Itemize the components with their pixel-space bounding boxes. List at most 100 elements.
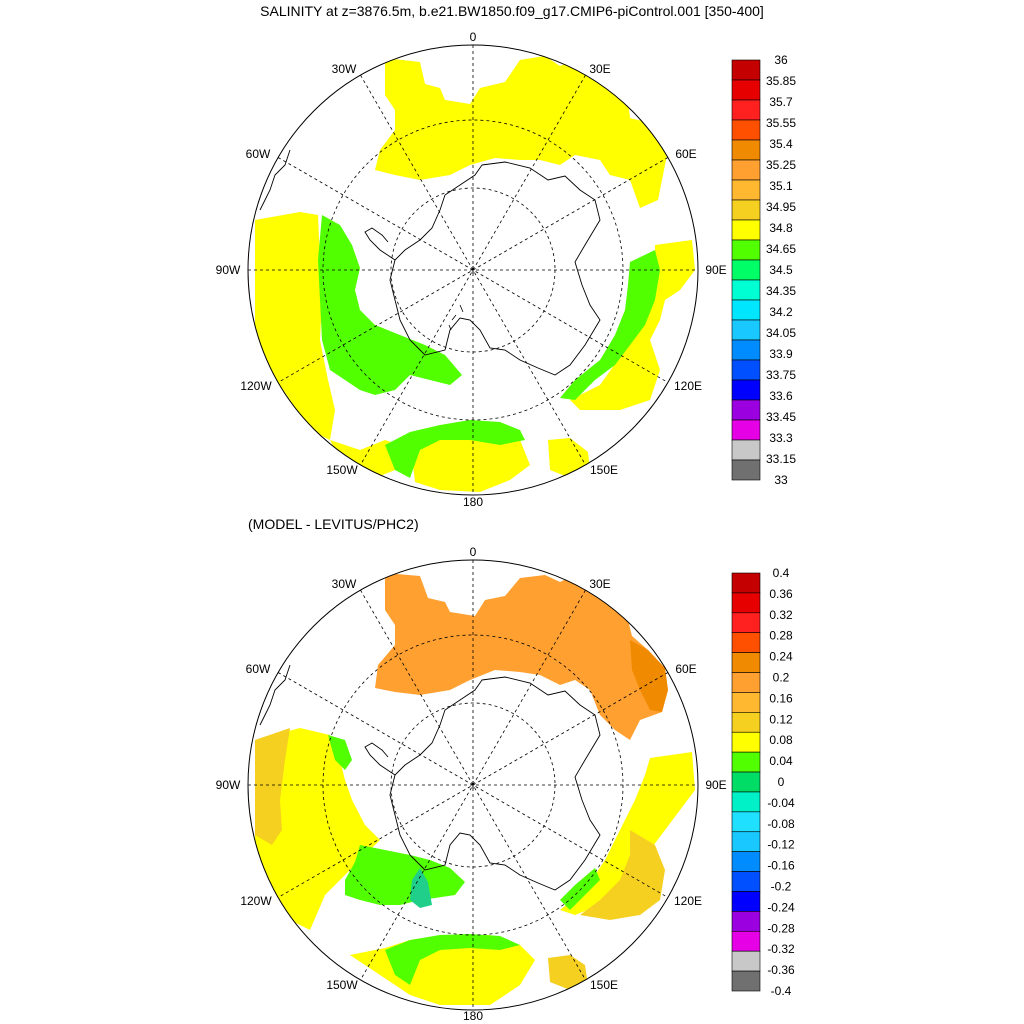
- colorbar-swatch: [731, 119, 761, 141]
- lon-label: 30W: [332, 62, 357, 76]
- lon-label: 0: [470, 545, 477, 559]
- colorbar-label: 33.3: [769, 431, 793, 445]
- difference-colorbar: 0.4 0.36 0.32 0.28 0.24 0.2 0.16 0.12 0.08 0.04 0 -…: [731, 566, 795, 998]
- colorbar-label: 34.65: [766, 242, 796, 256]
- colorbar-swatch: [731, 652, 761, 673]
- colorbar-swatch: [731, 139, 761, 161]
- lon-label: 120W: [240, 379, 272, 393]
- colorbar-label: 0.4: [773, 566, 790, 580]
- colorbar-label: 34.8: [769, 221, 793, 235]
- colorbar-label: 34.2: [769, 305, 793, 319]
- antarctic-peninsula: [364, 227, 396, 261]
- region-orange-southeast: [548, 955, 588, 990]
- colorbar-swatch: [731, 339, 761, 361]
- colorbar-swatch: [731, 712, 761, 733]
- colorbar-label: 0.32: [769, 608, 793, 622]
- colorbar-swatch: [731, 239, 761, 261]
- difference-map-panel: (MODEL - LEVITUS/PHC2): [216, 516, 795, 1023]
- colorbar-label: -0.28: [767, 921, 795, 935]
- region-yellow-east: [570, 240, 695, 410]
- colorbar-label: 35.7: [769, 95, 793, 109]
- colorbar-label: -0.36: [767, 963, 795, 977]
- lon-label: 60E: [675, 662, 696, 676]
- lon-label: 120E: [674, 894, 702, 908]
- lon-label: 180: [463, 1009, 483, 1023]
- colorbar-swatch: [731, 59, 761, 81]
- region-green-west: [318, 215, 462, 395]
- colorbar-swatch: [731, 930, 761, 952]
- salinity-map-panel: SALINITY at z=3876.5m, b.e21.BW1850.f09_…: [216, 3, 797, 509]
- colorbar-swatch: [731, 891, 761, 912]
- region-yellow-east: [560, 752, 695, 915]
- region-yellow-west: [255, 728, 380, 930]
- colorbar-label: -0.16: [767, 859, 795, 873]
- colorbar-label: 33.75: [766, 368, 796, 382]
- colorbar-label: 34.5: [769, 263, 793, 277]
- lon-label: 90W: [216, 778, 241, 792]
- region-yellow-south: [410, 432, 530, 492]
- lon-label: 30E: [589, 577, 610, 591]
- colorbar-swatch: [731, 811, 761, 833]
- colorbar-swatch: [731, 731, 761, 753]
- colorbar-swatch: [731, 299, 761, 321]
- colorbar-label: 33.45: [766, 410, 796, 424]
- region-yellow-west: [255, 212, 335, 440]
- colorbar-swatch: [731, 419, 761, 441]
- region-green-south: [385, 420, 525, 478]
- colorbar-label: -0.12: [767, 838, 795, 852]
- colorbar-swatch: [731, 672, 761, 693]
- colorbar-swatch: [731, 572, 761, 594]
- colorbar-swatch: [731, 851, 761, 872]
- colorbar-swatch: [731, 970, 761, 992]
- salinity-panel-title: SALINITY at z=3876.5m, b.e21.BW1850.f09_…: [260, 3, 764, 19]
- colorbar-label: 33.6: [769, 389, 793, 403]
- colorbar-label: 0.08: [769, 733, 793, 747]
- lon-label: 150W: [326, 978, 358, 992]
- colorbar-swatch: [731, 179, 761, 201]
- colorbar-swatch: [731, 911, 761, 932]
- colorbar-swatch: [731, 99, 761, 121]
- lon-label: 30W: [332, 577, 357, 591]
- colorbar-label: 35.1: [769, 179, 793, 193]
- colorbar-label: 0.04: [769, 754, 793, 768]
- colorbar-swatch: [731, 259, 761, 281]
- colorbar-label: 0.28: [769, 629, 793, 643]
- colorbar-label: 33: [774, 473, 788, 487]
- colorbar-swatch: [731, 831, 761, 852]
- lon-label: 60W: [246, 147, 271, 161]
- colorbar-label: 35.55: [766, 116, 796, 130]
- lon-label: 120E: [674, 379, 702, 393]
- colorbar-label: 35.25: [766, 158, 796, 172]
- antarctica-coastline: [389, 161, 601, 376]
- lon-label: 0: [470, 30, 477, 44]
- colorbar-label: 0.24: [769, 650, 793, 664]
- colorbar-swatch: [731, 159, 761, 181]
- colorbar-label: 34.95: [766, 200, 796, 214]
- colorbar-swatch: [731, 871, 761, 892]
- colorbar-swatch: [731, 399, 761, 421]
- colorbar-label: 33.9: [769, 347, 793, 361]
- colorbar-label: 0.12: [769, 712, 793, 726]
- colorbar-label: 36: [774, 53, 788, 67]
- colorbar-swatch: [731, 439, 761, 461]
- south-america-tip: [259, 664, 291, 726]
- region-yellow-southeast: [548, 438, 590, 478]
- colorbar-swatch: [731, 279, 761, 301]
- longitude-labels: 0 30E 60E 90E 120E 150E 180 150W 120W 90…: [216, 30, 727, 509]
- colorbar-label: 35.4: [769, 137, 793, 151]
- colorbar-label: -0.2: [771, 880, 792, 894]
- colorbar-swatch: [731, 632, 761, 653]
- region-lightorange-west: [255, 728, 290, 845]
- difference-field: [255, 573, 695, 1005]
- colorbar-swatch: [731, 199, 761, 221]
- difference-panel-title: (MODEL - LEVITUS/PHC2): [248, 516, 419, 532]
- colorbar-label: 0.16: [769, 691, 793, 705]
- region-orange-atlantic: [375, 573, 668, 740]
- colorbar-swatch: [731, 379, 761, 401]
- colorbar-swatch: [731, 692, 761, 713]
- colorbar-label: 34.05: [766, 326, 796, 340]
- lon-label: 60E: [675, 147, 696, 161]
- map-boundary: [247, 44, 699, 496]
- antarctica-coastline: [389, 676, 601, 891]
- region-teal-patch: [410, 868, 432, 908]
